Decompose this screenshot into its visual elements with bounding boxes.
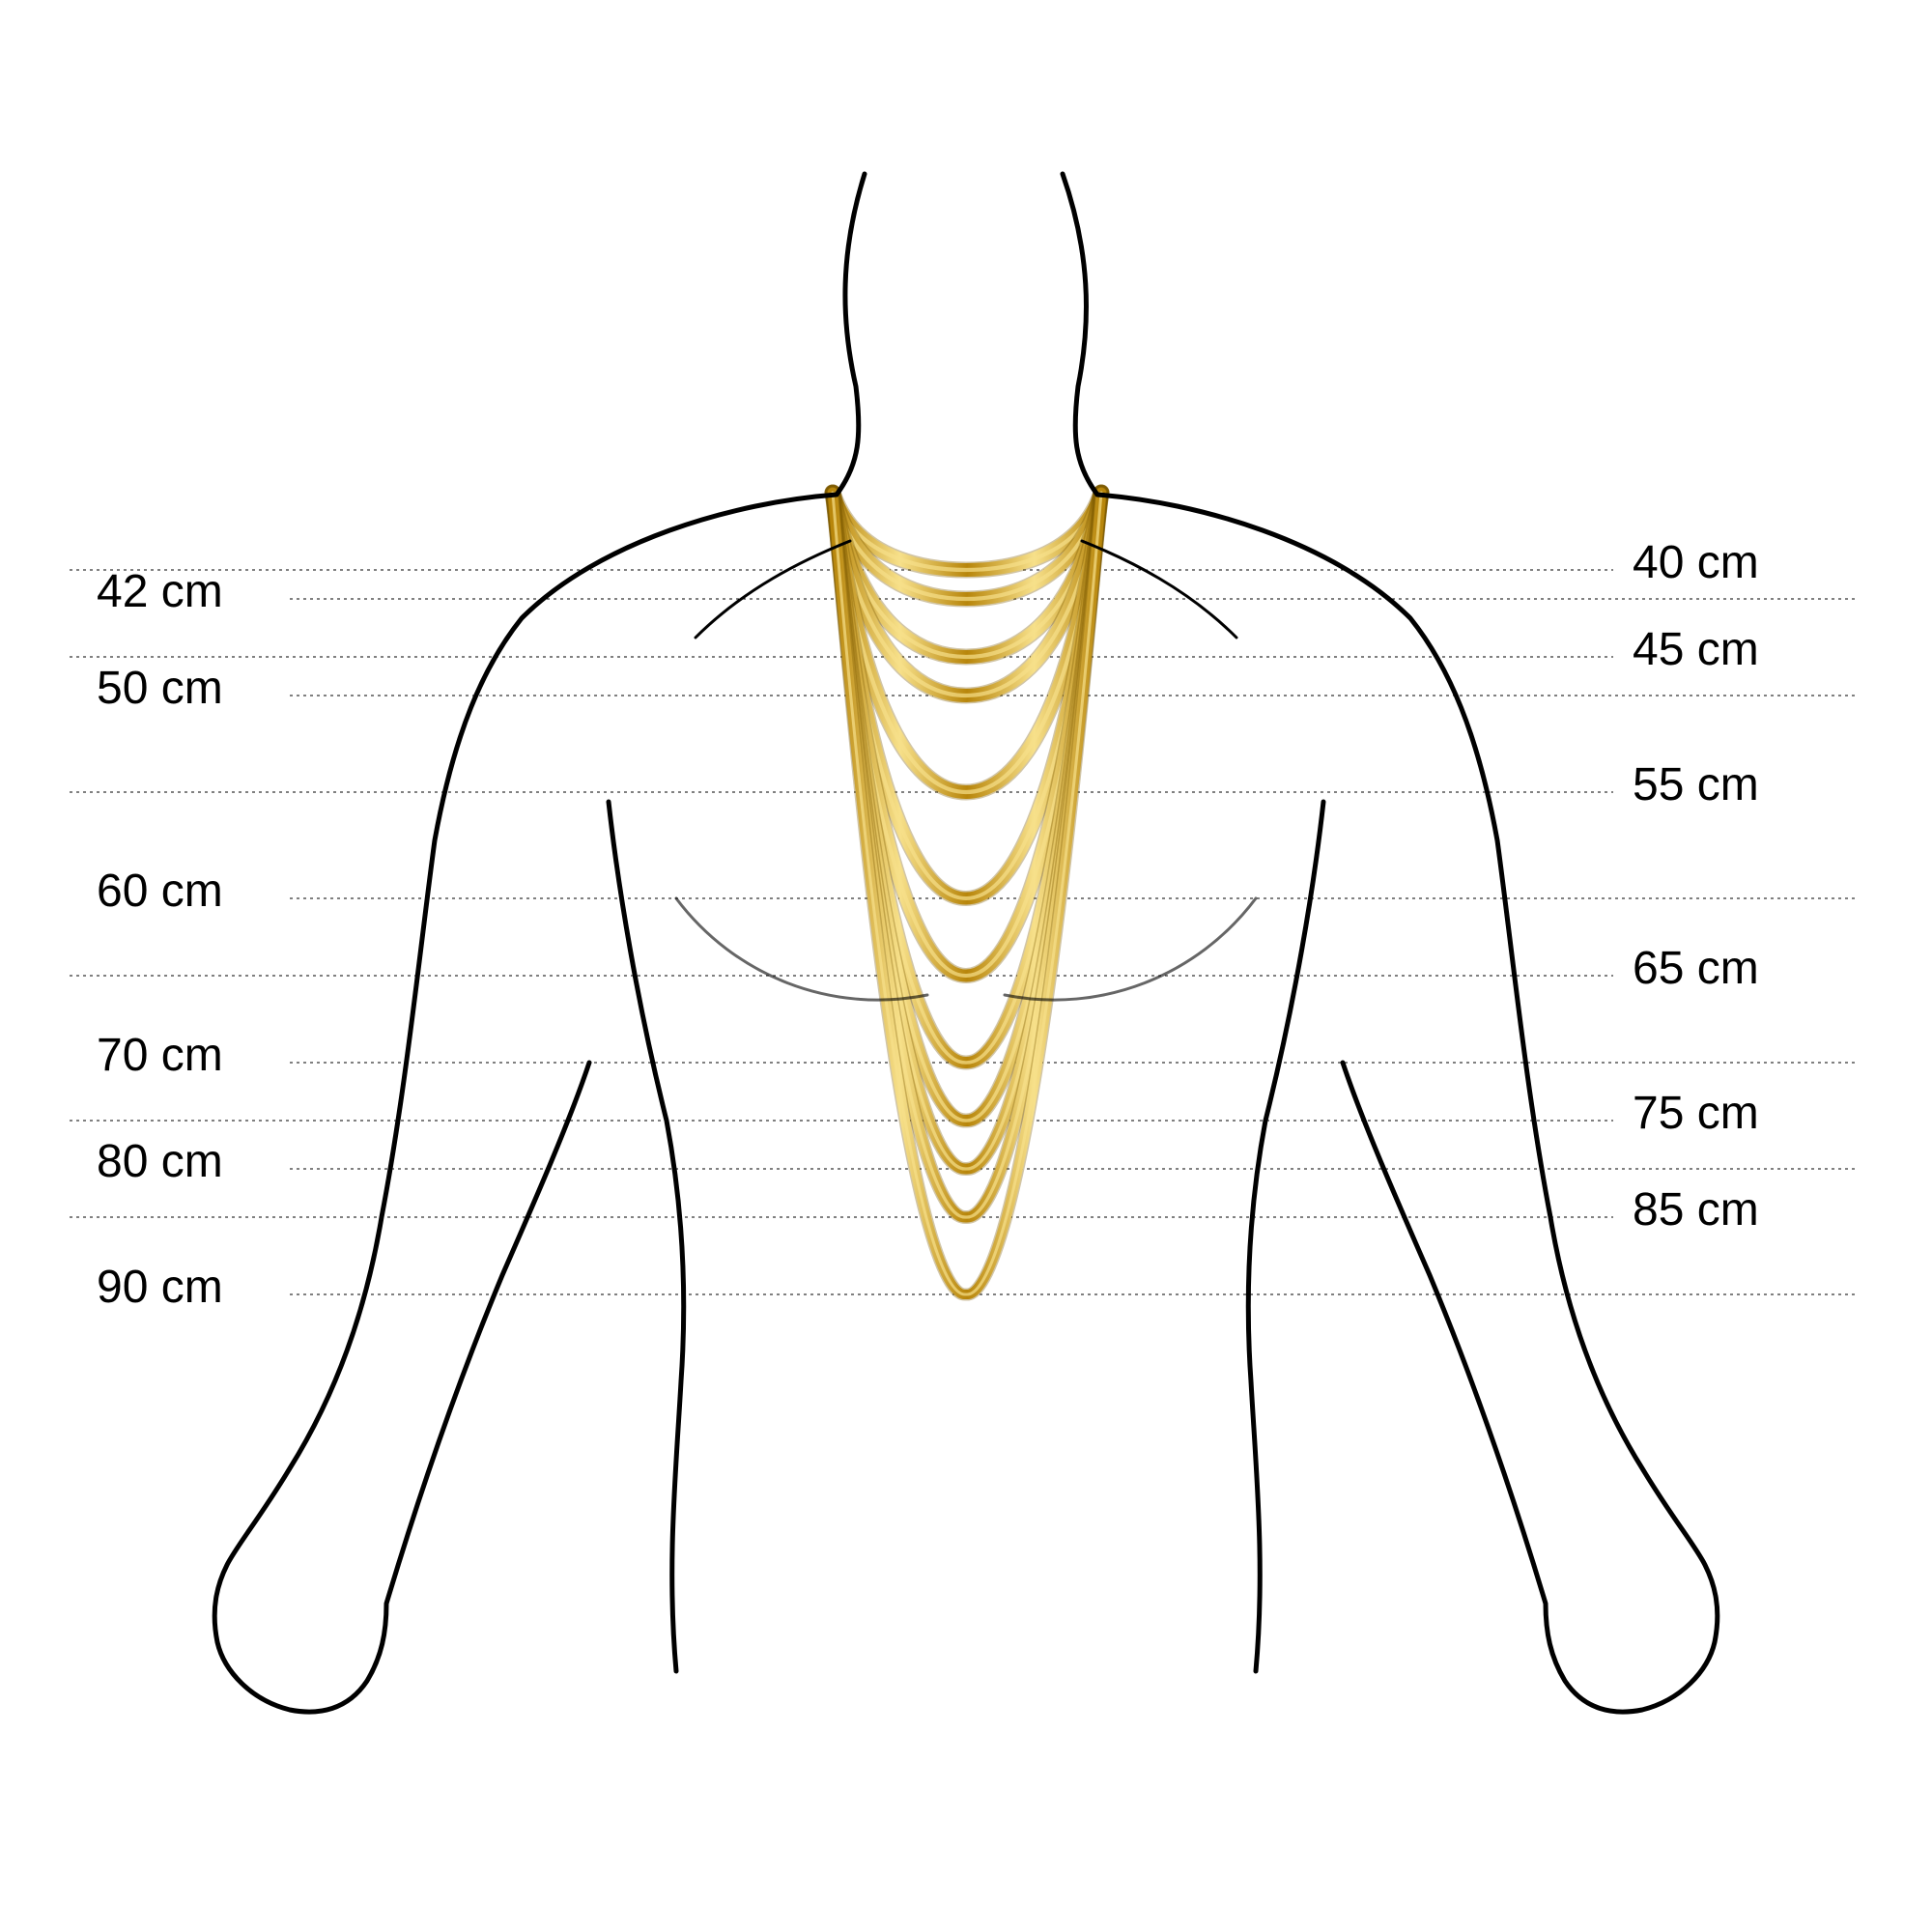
- size-label-50: 50 cm: [97, 662, 223, 715]
- size-label-42: 42 cm: [97, 565, 223, 618]
- size-label-55: 55 cm: [1633, 758, 1759, 811]
- necklace-size-diagram: 40 cm 42 cm 45 cm 50 cm 55 cm 60 cm 65 cm 70 cm…: [0, 0, 1932, 1932]
- necklace-chains: [827, 485, 1107, 1294]
- size-label-85: 85 cm: [1633, 1183, 1759, 1236]
- size-label-40: 40 cm: [1633, 536, 1759, 589]
- size-label-60: 60 cm: [97, 865, 223, 918]
- size-label-80: 80 cm: [97, 1135, 223, 1188]
- size-label-70: 70 cm: [97, 1029, 223, 1082]
- size-label-65: 65 cm: [1633, 942, 1759, 995]
- size-label-45: 45 cm: [1633, 623, 1759, 676]
- body-outline: [214, 174, 1718, 1712]
- size-label-75: 75 cm: [1633, 1087, 1759, 1140]
- size-label-90: 90 cm: [97, 1261, 223, 1314]
- guide-lines: [70, 570, 1855, 1294]
